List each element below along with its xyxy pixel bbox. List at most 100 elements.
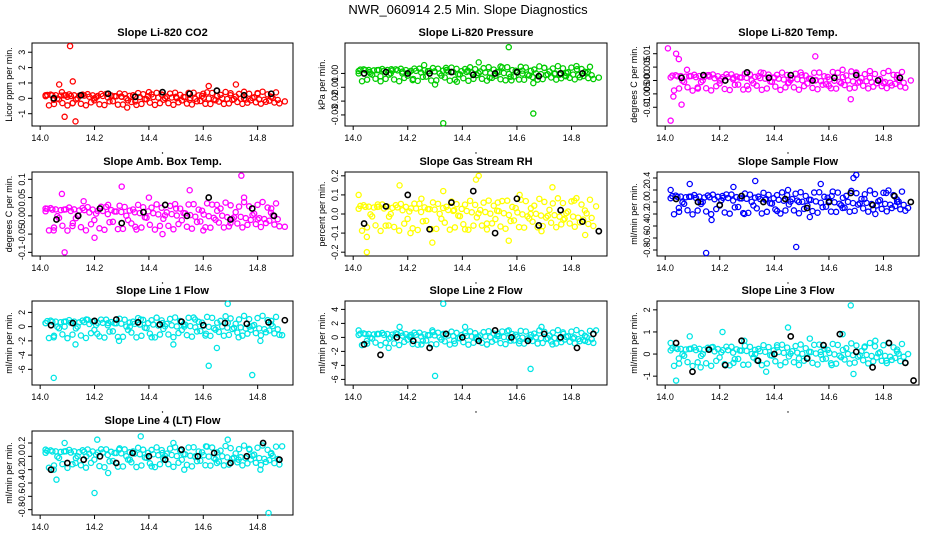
data-point: [409, 75, 417, 83]
data-point: [475, 59, 482, 66]
data-point: [529, 73, 536, 81]
data-point: [741, 337, 748, 345]
data-point: [822, 355, 830, 362]
y-tick-label: -0.1: [330, 225, 340, 241]
reference-point: [96, 205, 104, 212]
data-point: [810, 69, 818, 76]
data-point: [890, 71, 897, 79]
data-point: [490, 202, 497, 209]
x-tick-label: 14.2: [399, 133, 417, 143]
data-point: [266, 327, 273, 334]
data-point: [451, 224, 459, 231]
data-point: [794, 349, 801, 356]
data-point: [80, 197, 87, 205]
data-point: [782, 358, 789, 366]
reference-point: [672, 195, 680, 203]
x-tick-label: 14.6: [195, 133, 213, 143]
data-point: [792, 243, 800, 251]
reference-point: [161, 201, 169, 209]
data-point: [461, 226, 469, 233]
panel-10-ylabel: ml/min per min.: [4, 442, 14, 504]
data-point: [205, 82, 212, 90]
data-point: [91, 234, 98, 241]
reference-point: [809, 77, 816, 84]
data-point: [220, 100, 228, 108]
reference-point: [270, 212, 278, 220]
data-point: [878, 205, 885, 213]
data-point: [377, 78, 384, 85]
reference-point: [513, 195, 521, 203]
data-point: [569, 213, 577, 220]
data-point: [761, 75, 769, 82]
data-point: [200, 90, 207, 97]
reference-point: [896, 74, 904, 82]
data-point: [812, 77, 819, 84]
data-point: [264, 446, 271, 454]
data-point: [61, 113, 68, 121]
data-point: [193, 328, 201, 335]
reference-point: [448, 199, 455, 206]
reference-point: [91, 317, 98, 325]
data-point: [191, 453, 199, 460]
data-point: [904, 350, 912, 358]
data-point: [374, 330, 381, 338]
reference-point: [579, 70, 586, 77]
data-point: [49, 448, 56, 455]
data-point: [239, 224, 246, 231]
data-point: [692, 346, 700, 354]
data-point: [188, 463, 196, 470]
data-point: [471, 201, 479, 209]
data-point: [846, 360, 853, 367]
reference-point: [524, 337, 532, 345]
data-point: [160, 215, 167, 223]
panel-4-frame: [31, 171, 294, 257]
data-point: [232, 208, 239, 216]
reference-point: [186, 90, 194, 98]
data-point: [871, 343, 879, 350]
y-tick-label: 0.005: [642, 56, 652, 79]
data-point: [208, 444, 216, 451]
reference-point: [104, 90, 112, 98]
data-point: [667, 339, 674, 347]
data-point: [278, 331, 286, 339]
data-point: [171, 89, 179, 96]
data-point: [156, 99, 164, 107]
y-tick-label: 0.0: [330, 208, 340, 221]
data-point: [446, 226, 454, 233]
data-point: [492, 215, 499, 223]
data-point: [385, 344, 392, 352]
data-point: [52, 206, 59, 213]
data-point: [446, 77, 454, 84]
data-point: [82, 464, 90, 471]
data-point: [109, 328, 117, 335]
data-point: [244, 221, 251, 229]
panel-10-frame: [31, 430, 294, 516]
y-tick-label: -4: [17, 351, 27, 359]
data-point: [235, 316, 243, 323]
data-point: [686, 333, 694, 340]
data-point: [866, 187, 874, 194]
data-point: [262, 329, 270, 336]
data-point: [559, 65, 567, 72]
data-point: [895, 350, 902, 357]
data-point: [475, 210, 482, 217]
data-point: [684, 84, 691, 91]
data-point: [502, 225, 509, 232]
x-tick-label: 14.8: [875, 392, 893, 402]
data-point: [94, 330, 101, 337]
data-point: [551, 334, 558, 342]
data-point: [809, 84, 816, 92]
y-tick-label: -1: [642, 372, 652, 380]
data-point: [355, 327, 362, 334]
data-point: [761, 348, 769, 356]
data-point: [500, 69, 508, 77]
data-point: [675, 85, 683, 92]
reference-point: [183, 212, 191, 220]
y-tick-label: 0.2: [330, 170, 340, 183]
data-point: [731, 204, 739, 211]
reference-point: [426, 344, 434, 352]
data-point: [237, 324, 244, 331]
data-point: [689, 87, 696, 94]
data-point: [156, 222, 164, 230]
data-point: [207, 100, 214, 108]
